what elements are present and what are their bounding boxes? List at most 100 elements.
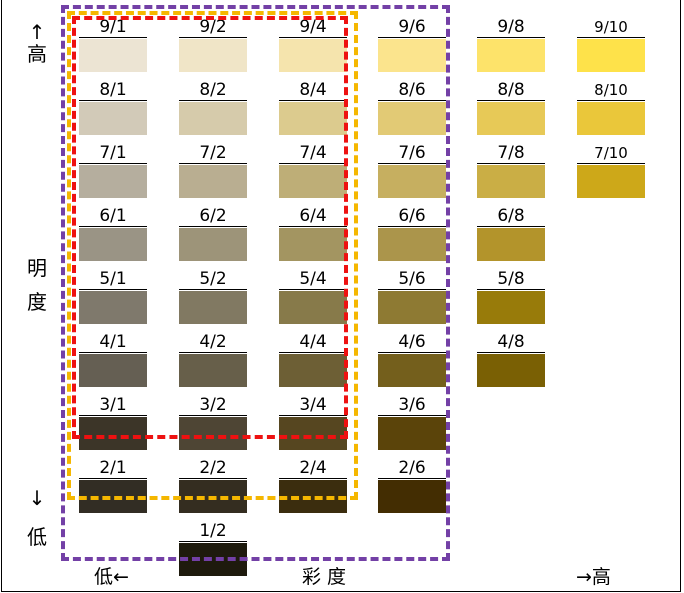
chip-label: 4/2 xyxy=(179,333,247,353)
chip-label: 9/4 xyxy=(279,18,347,38)
color-chip: 8/2 xyxy=(179,81,247,135)
value-low-label: 低 xyxy=(27,525,47,549)
color-chip: 2/6 xyxy=(378,459,446,513)
color-chip: 6/2 xyxy=(179,207,247,261)
chip-swatch xyxy=(279,228,347,261)
chip-swatch xyxy=(79,39,147,72)
chip-label: 9/2 xyxy=(179,18,247,38)
color-chip: 8/4 xyxy=(279,81,347,135)
color-chip: 5/6 xyxy=(378,270,446,324)
chip-label: 4/6 xyxy=(378,333,446,353)
color-chip: 4/2 xyxy=(179,333,247,387)
color-chip: 3/1 xyxy=(79,396,147,450)
color-chip: 7/4 xyxy=(279,144,347,198)
chip-label: 9/1 xyxy=(79,18,147,38)
middle-dashed-region xyxy=(67,11,358,500)
color-chip: 3/4 xyxy=(279,396,347,450)
color-chip: 8/1 xyxy=(79,81,147,135)
chip-label: 3/4 xyxy=(279,396,347,416)
color-chip: 9/6 xyxy=(378,18,446,72)
value-low-arrow: ↓ xyxy=(28,486,46,510)
chip-swatch xyxy=(179,228,247,261)
color-chip: 7/8 xyxy=(477,144,545,198)
chip-label: 2/1 xyxy=(79,459,147,479)
color-chip: 9/1 xyxy=(79,18,147,72)
color-chip: 6/4 xyxy=(279,207,347,261)
chip-label: 4/1 xyxy=(79,333,147,353)
chip-swatch xyxy=(378,39,446,72)
color-chip: 4/1 xyxy=(79,333,147,387)
chip-label: 3/1 xyxy=(79,396,147,416)
chip-swatch xyxy=(179,417,247,450)
color-chip: 5/2 xyxy=(179,270,247,324)
chip-swatch xyxy=(577,39,645,72)
color-chip: 8/10 xyxy=(577,81,645,135)
chip-swatch xyxy=(279,417,347,450)
chip-swatch xyxy=(477,228,545,261)
chip-swatch xyxy=(378,354,446,387)
color-chip: 6/1 xyxy=(79,207,147,261)
chip-swatch xyxy=(477,102,545,135)
chip-swatch xyxy=(378,228,446,261)
outer-dashed-region xyxy=(61,5,450,561)
color-chip: 7/1 xyxy=(79,144,147,198)
chip-swatch xyxy=(279,291,347,324)
chip-swatch xyxy=(179,165,247,198)
chip-label: 8/8 xyxy=(477,81,545,101)
color-chip: 9/8 xyxy=(477,18,545,72)
chroma-axis-label: 彩 度 xyxy=(302,566,347,588)
chip-label: 5/6 xyxy=(378,270,446,290)
chip-label: 4/4 xyxy=(279,333,347,353)
chip-label: 6/2 xyxy=(179,207,247,227)
chip-swatch xyxy=(79,291,147,324)
chip-swatch xyxy=(79,102,147,135)
chroma-high-label: →高 xyxy=(576,566,611,588)
chip-swatch xyxy=(79,228,147,261)
value-axis-label-2: 度 xyxy=(27,290,47,314)
chip-swatch xyxy=(79,417,147,450)
chip-swatch xyxy=(378,165,446,198)
chip-label: 7/8 xyxy=(477,144,545,164)
chip-swatch xyxy=(477,354,545,387)
color-chip: 6/8 xyxy=(477,207,545,261)
chip-swatch xyxy=(79,165,147,198)
color-chip: 3/6 xyxy=(378,396,446,450)
chip-swatch xyxy=(477,165,545,198)
chip-label: 8/1 xyxy=(79,81,147,101)
chip-swatch xyxy=(577,102,645,135)
color-chip: 7/6 xyxy=(378,144,446,198)
color-chip: 4/6 xyxy=(378,333,446,387)
chip-label: 7/4 xyxy=(279,144,347,164)
chip-swatch xyxy=(577,165,645,198)
chip-label: 6/4 xyxy=(279,207,347,227)
chip-swatch xyxy=(279,39,347,72)
color-chip: 5/8 xyxy=(477,270,545,324)
chip-swatch xyxy=(279,102,347,135)
chip-label: 4/8 xyxy=(477,333,545,353)
color-chip: 8/8 xyxy=(477,81,545,135)
chip-swatch xyxy=(279,165,347,198)
chip-label: 6/1 xyxy=(79,207,147,227)
chip-swatch xyxy=(378,417,446,450)
chip-label: 2/2 xyxy=(179,459,247,479)
color-chip: 4/4 xyxy=(279,333,347,387)
chip-label: 5/8 xyxy=(477,270,545,290)
chip-swatch xyxy=(378,102,446,135)
chip-label: 8/2 xyxy=(179,81,247,101)
chip-label: 7/2 xyxy=(179,144,247,164)
color-chip: 3/2 xyxy=(179,396,247,450)
chip-label: 2/4 xyxy=(279,459,347,479)
chip-swatch xyxy=(179,291,247,324)
value-high-label: 高 xyxy=(27,42,47,66)
color-chip: 5/4 xyxy=(279,270,347,324)
chip-swatch xyxy=(477,291,545,324)
chip-label: 9/8 xyxy=(477,18,545,38)
value-high-arrow: ↑ xyxy=(28,20,46,44)
chip-swatch xyxy=(79,354,147,387)
value-axis-label-1: 明 xyxy=(27,256,47,280)
chip-label: 6/8 xyxy=(477,207,545,227)
chip-label: 1/2 xyxy=(179,522,247,542)
chip-label: 8/4 xyxy=(279,81,347,101)
chip-label: 3/2 xyxy=(179,396,247,416)
